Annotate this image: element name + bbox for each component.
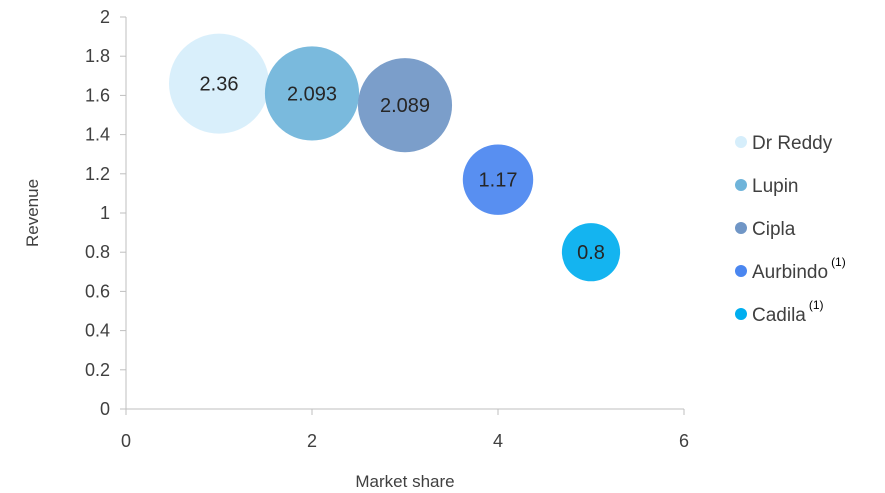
legend-entry: Lupin (752, 176, 799, 197)
y-tick-label: 1.8 (85, 46, 110, 66)
bubble-data-label: 0.8 (577, 242, 605, 264)
y-tick-label: 0.2 (85, 360, 110, 380)
x-tick-label: 0 (121, 431, 131, 451)
bubble-aurbindo (462, 144, 534, 215)
y-tick-label: 1.2 (85, 164, 110, 184)
x-tick-label: 6 (679, 431, 689, 451)
bubble-data-label: 2.089 (380, 95, 430, 117)
y-tick-label: 0.6 (85, 281, 110, 301)
y-tick-label: 1.6 (85, 85, 110, 105)
legend-entry: Dr Reddy (752, 133, 833, 154)
legend-entry: Cipla (752, 219, 796, 240)
y-tick-label: 0.4 (85, 321, 110, 341)
legend-marker (735, 179, 747, 191)
bubble-layer: 2.36 2.093 2.089 1.17 0.8 (169, 33, 621, 282)
x-axis-title: Market share (355, 472, 454, 491)
legend-marker (735, 308, 747, 320)
bubble-cipla (357, 58, 453, 153)
x-tick-label: 2 (307, 431, 317, 451)
y-tick-label: 0.8 (85, 242, 110, 262)
y-tick-label: 2 (100, 7, 110, 27)
x-tick-label: 4 (493, 431, 503, 451)
legend-footnote-marker: (1) (809, 298, 824, 312)
bubble-lupin (264, 46, 360, 141)
axes-layer: 0 0.2 0.4 0.6 0.8 1 1.2 1.4 1.6 1.8 2 0 2 4 6 (85, 7, 689, 451)
y-axis-title: Revenue (23, 179, 42, 247)
legend-entry: Aurbindo (752, 262, 828, 283)
legend-marker (735, 222, 747, 234)
bubble-dr-reddy (169, 33, 269, 134)
legend-entry: Cadila (752, 305, 806, 326)
bubble-data-label: 2.093 (287, 83, 337, 105)
y-tick-label: 1 (100, 203, 110, 223)
y-tick-label: 1.4 (85, 125, 110, 145)
bubble-data-label: 2.36 (200, 74, 239, 96)
legend-marker (735, 265, 747, 277)
legend-marker (735, 136, 747, 148)
y-tick-label: 0 (100, 399, 110, 419)
bubble-data-label: 1.17 (479, 170, 518, 192)
legend-footnote-marker: (1) (831, 255, 846, 269)
bubble-cadila (561, 223, 621, 282)
